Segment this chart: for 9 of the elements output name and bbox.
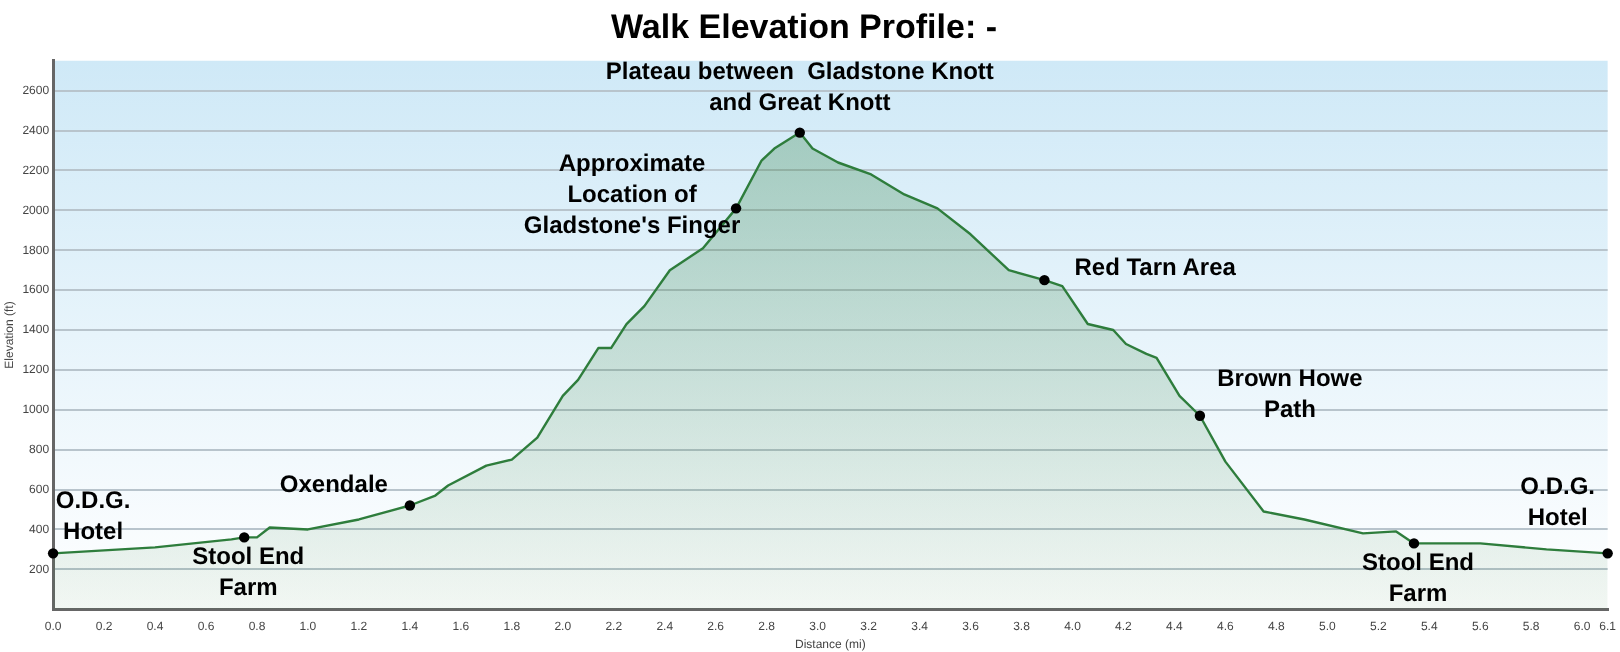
annotation: Plateau between Gladstone Knott and Great Knott: [605, 57, 994, 117]
annotation: Oxendale: [279, 470, 389, 499]
annotation: Stool End Farm: [1361, 548, 1474, 608]
chart-title: Walk Elevation Profile: -: [610, 7, 998, 46]
annotation: O.D.G. Hotel: [1520, 471, 1595, 531]
annotation: Brown Howe Path: [1217, 364, 1364, 424]
annotation: Stool End Farm: [192, 542, 305, 602]
annotation: Red Tarn Area: [1074, 252, 1237, 281]
annotation: O.D.G. Hotel: [55, 485, 131, 545]
